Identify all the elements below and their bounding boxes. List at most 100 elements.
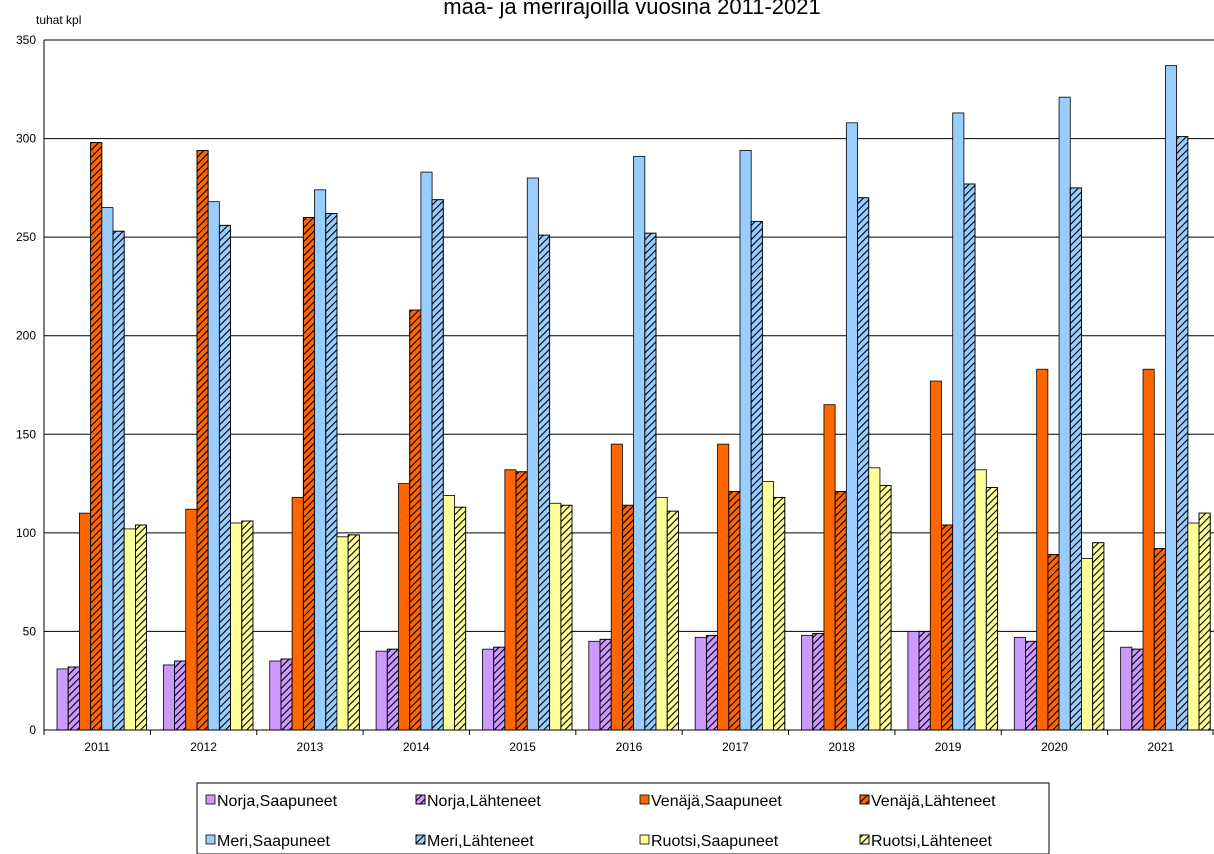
bar-hatch-Meri,Lähteneet-2021 xyxy=(1176,136,1189,731)
bar-Venäjä,Saapuneet-2011 xyxy=(79,512,92,731)
bar-Norja,Saapuneet-2012 xyxy=(162,664,175,731)
bar-Norja,Saapuneet-2013 xyxy=(269,660,282,731)
y-tick-label: 0 xyxy=(29,723,36,737)
bar-hatch-Meri,Lähteneet-2016 xyxy=(644,232,657,731)
x-tick-label: 2018 xyxy=(828,740,855,754)
bar-Venäjä,Saapuneet-2012 xyxy=(185,508,198,731)
bar-hatch-Norja,Lähteneet-2014 xyxy=(386,648,399,731)
legend-swatch xyxy=(205,794,216,805)
bar-Venäjä,Saapuneet-2020 xyxy=(1036,368,1049,731)
legend-swatch xyxy=(639,834,650,845)
bar-hatch-Ruotsi,Lähteneet-2011 xyxy=(134,524,147,731)
bar-hatch-Meri,Lähteneet-2011 xyxy=(112,230,125,731)
bar-hatch-Venäjä,Lähteneet-2012 xyxy=(196,149,209,731)
bar-Meri,Saapuneet-2016 xyxy=(633,155,646,731)
legend-swatch-hatch xyxy=(415,834,426,845)
bar-Norja,Saapuneet-2016 xyxy=(588,640,601,731)
x-tick-label: 2013 xyxy=(297,740,324,754)
legend-swatch xyxy=(639,794,650,805)
bar-Meri,Saapuneet-2019 xyxy=(952,112,965,731)
y-tick-label: 150 xyxy=(16,427,36,441)
bar-hatch-Ruotsi,Lähteneet-2020 xyxy=(1092,542,1105,731)
bar-Meri,Saapuneet-2017 xyxy=(739,149,752,731)
bar-Venäjä,Saapuneet-2016 xyxy=(610,443,623,731)
bar-Meri,Saapuneet-2020 xyxy=(1058,96,1071,731)
bar-hatch-Venäjä,Lähteneet-2018 xyxy=(834,491,847,731)
chart-title: maa- ja merirajoilla vuosina 2011-2021 xyxy=(443,0,820,19)
bar-hatch-Meri,Lähteneet-2017 xyxy=(750,220,763,731)
legend-swatch-hatch xyxy=(859,834,870,845)
bar-Ruotsi,Saapuneet-2011 xyxy=(123,528,136,731)
bar-hatch-Meri,Lähteneet-2013 xyxy=(325,213,338,731)
bar-hatch-Meri,Lähteneet-2014 xyxy=(431,199,444,731)
bar-Norja,Saapuneet-2021 xyxy=(1120,646,1133,731)
bar-hatch-Norja,Lähteneet-2020 xyxy=(1025,640,1038,731)
bar-Venäjä,Saapuneet-2013 xyxy=(291,496,304,731)
y-tick-label: 350 xyxy=(16,33,36,47)
x-tick-label: 2019 xyxy=(935,740,962,754)
bar-Ruotsi,Saapuneet-2021 xyxy=(1187,522,1200,731)
legend-swatch xyxy=(205,834,216,845)
bar-Venäjä,Saapuneet-2019 xyxy=(929,380,942,731)
bars xyxy=(56,65,1211,731)
x-tick-label: 2012 xyxy=(190,740,217,754)
bar-Norja,Saapuneet-2015 xyxy=(482,648,495,731)
bar-Ruotsi,Saapuneet-2017 xyxy=(761,481,774,731)
legend-label: Norja,Saapuneet xyxy=(217,793,338,810)
bar-hatch-Venäjä,Lähteneet-2014 xyxy=(409,309,422,731)
bar-Venäjä,Saapuneet-2018 xyxy=(823,404,836,731)
bar-Meri,Saapuneet-2018 xyxy=(845,122,858,731)
bar-Ruotsi,Saapuneet-2019 xyxy=(974,469,987,731)
bar-Norja,Saapuneet-2020 xyxy=(1013,636,1026,731)
bar-Venäjä,Saapuneet-2021 xyxy=(1142,368,1155,731)
bar-Ruotsi,Saapuneet-2016 xyxy=(655,496,668,731)
bar-hatch-Venäjä,Lähteneet-2011 xyxy=(90,142,103,731)
bar-Venäjä,Saapuneet-2014 xyxy=(398,483,411,731)
bar-hatch-Venäjä,Lähteneet-2017 xyxy=(728,491,741,731)
y-tick-label: 100 xyxy=(16,526,36,540)
y-axis-label: tuhat kpl xyxy=(36,13,81,27)
legend-label: Venäjä,Saapuneet xyxy=(651,793,782,810)
y-tick-label: 300 xyxy=(16,132,36,146)
bar-hatch-Ruotsi,Lähteneet-2018 xyxy=(879,485,892,731)
bar-hatch-Ruotsi,Lähteneet-2021 xyxy=(1198,512,1211,731)
bar-hatch-Norja,Lähteneet-2012 xyxy=(174,660,187,731)
bar-Meri,Saapuneet-2021 xyxy=(1165,65,1178,731)
bar-hatch-Ruotsi,Lähteneet-2014 xyxy=(454,506,467,731)
bar-Norja,Saapuneet-2017 xyxy=(694,636,707,731)
bar-Ruotsi,Saapuneet-2013 xyxy=(336,536,349,731)
legend-swatch-hatch xyxy=(415,794,426,805)
bar-Ruotsi,Saapuneet-2014 xyxy=(442,494,455,731)
bar-hatch-Ruotsi,Lähteneet-2016 xyxy=(666,510,679,731)
bar-Venäjä,Saapuneet-2015 xyxy=(504,469,517,731)
axes: 0 50 100 150 200 250 300 350 2011 2012 2013 2014 201… xyxy=(16,33,1214,754)
y-tick-label: 50 xyxy=(23,624,37,638)
bar-hatch-Ruotsi,Lähteneet-2012 xyxy=(241,520,254,731)
bar-Ruotsi,Saapuneet-2020 xyxy=(1081,558,1094,731)
bar-hatch-Ruotsi,Lähteneet-2017 xyxy=(773,496,786,731)
bar-Venäjä,Saapuneet-2017 xyxy=(717,443,730,731)
bar-Meri,Saapuneet-2013 xyxy=(314,189,327,731)
legend-label: Norja,Lähteneet xyxy=(427,793,541,810)
y-tick-label: 200 xyxy=(16,329,36,343)
legend-box xyxy=(196,782,1050,854)
bar-hatch-Venäjä,Lähteneet-2021 xyxy=(1153,548,1166,731)
x-tick-label: 2015 xyxy=(509,740,536,754)
x-tick-label: 2016 xyxy=(616,740,643,754)
bar-hatch-Venäjä,Lähteneet-2013 xyxy=(302,217,315,731)
bar-Ruotsi,Saapuneet-2018 xyxy=(868,467,881,731)
x-tick-label: 2021 xyxy=(1147,740,1174,754)
bar-hatch-Venäjä,Lähteneet-2020 xyxy=(1047,554,1060,731)
bar-hatch-Norja,Lähteneet-2015 xyxy=(493,646,506,731)
bar-hatch-Meri,Lähteneet-2012 xyxy=(218,224,231,731)
x-tick-label: 2017 xyxy=(722,740,749,754)
x-tick-label: 2014 xyxy=(403,740,430,754)
legend-label: Ruotsi,Lähteneet xyxy=(871,833,993,850)
bar-hatch-Norja,Lähteneet-2018 xyxy=(812,633,825,731)
bar-Norja,Saapuneet-2019 xyxy=(907,631,920,731)
x-tick-label: 2011 xyxy=(84,740,110,754)
bar-hatch-Norja,Lähteneet-2011 xyxy=(67,666,80,731)
bar-Norja,Saapuneet-2014 xyxy=(375,650,388,731)
bar-hatch-Venäjä,Lähteneet-2019 xyxy=(941,524,954,731)
